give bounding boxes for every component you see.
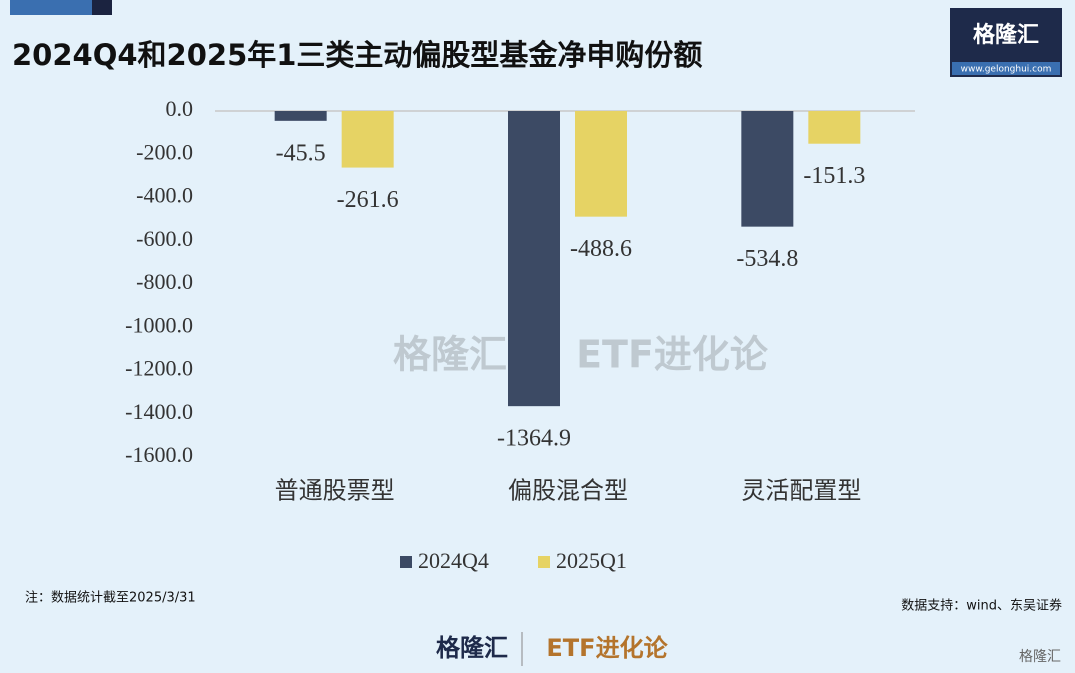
bar <box>575 111 627 217</box>
bar <box>808 111 861 144</box>
legend-label: 2024Q4 <box>418 548 489 573</box>
legend-swatch <box>538 556 550 568</box>
decor-bar <box>10 0 92 15</box>
y-tick-label: -800.0 <box>136 269 193 294</box>
legend-swatch <box>400 556 412 568</box>
corner-logo: 格隆汇 <box>1019 649 1061 665</box>
data-label: -151.3 <box>803 163 865 189</box>
x-tick-label: 普通股票型 <box>275 478 395 505</box>
decor-bar <box>92 0 112 15</box>
footer-column: ETF进化论 <box>546 634 668 662</box>
chart-title: 2024Q4和2025年1三类主动偏股型基金净申购份额 <box>12 38 702 72</box>
bar <box>741 111 794 227</box>
footer-logo: 格隆汇 <box>436 634 508 662</box>
bar <box>508 111 560 407</box>
logo-text: 格隆汇 <box>973 22 1039 48</box>
data-label: -1364.9 <box>497 426 571 452</box>
data-label: -488.6 <box>570 236 632 262</box>
y-tick-label: -1200.0 <box>125 356 193 381</box>
note: 注：数据统计截至2025/3/31 <box>25 591 196 606</box>
y-tick-label: -1600.0 <box>125 442 193 467</box>
data-label: -534.8 <box>736 246 798 272</box>
source: 数据支持：wind、东吴证券 <box>901 598 1062 614</box>
y-tick-label: -1400.0 <box>125 399 193 424</box>
bar <box>274 111 327 121</box>
x-tick-label: 偏股混合型 <box>508 478 628 505</box>
logo-strip <box>952 62 1060 75</box>
x-tick-label: 灵活配置型 <box>741 478 861 505</box>
bar <box>341 111 394 168</box>
y-tick-label: -1000.0 <box>125 312 193 337</box>
y-tick-label: 0.0 <box>166 96 194 121</box>
logo-url: www.gelonghui.com <box>961 65 1052 75</box>
data-label: -261.6 <box>337 187 399 213</box>
legend-label: 2025Q1 <box>556 548 627 573</box>
data-label: -45.5 <box>276 140 326 166</box>
y-tick-label: -200.0 <box>136 139 193 164</box>
watermark: 格隆汇 ETF进化论 <box>393 330 769 385</box>
watermark-logo: 格隆汇 <box>393 333 507 377</box>
y-tick-label: -600.0 <box>136 226 193 251</box>
watermark-column: ETF进化论 <box>576 333 769 377</box>
y-tick-label: -400.0 <box>136 183 193 208</box>
